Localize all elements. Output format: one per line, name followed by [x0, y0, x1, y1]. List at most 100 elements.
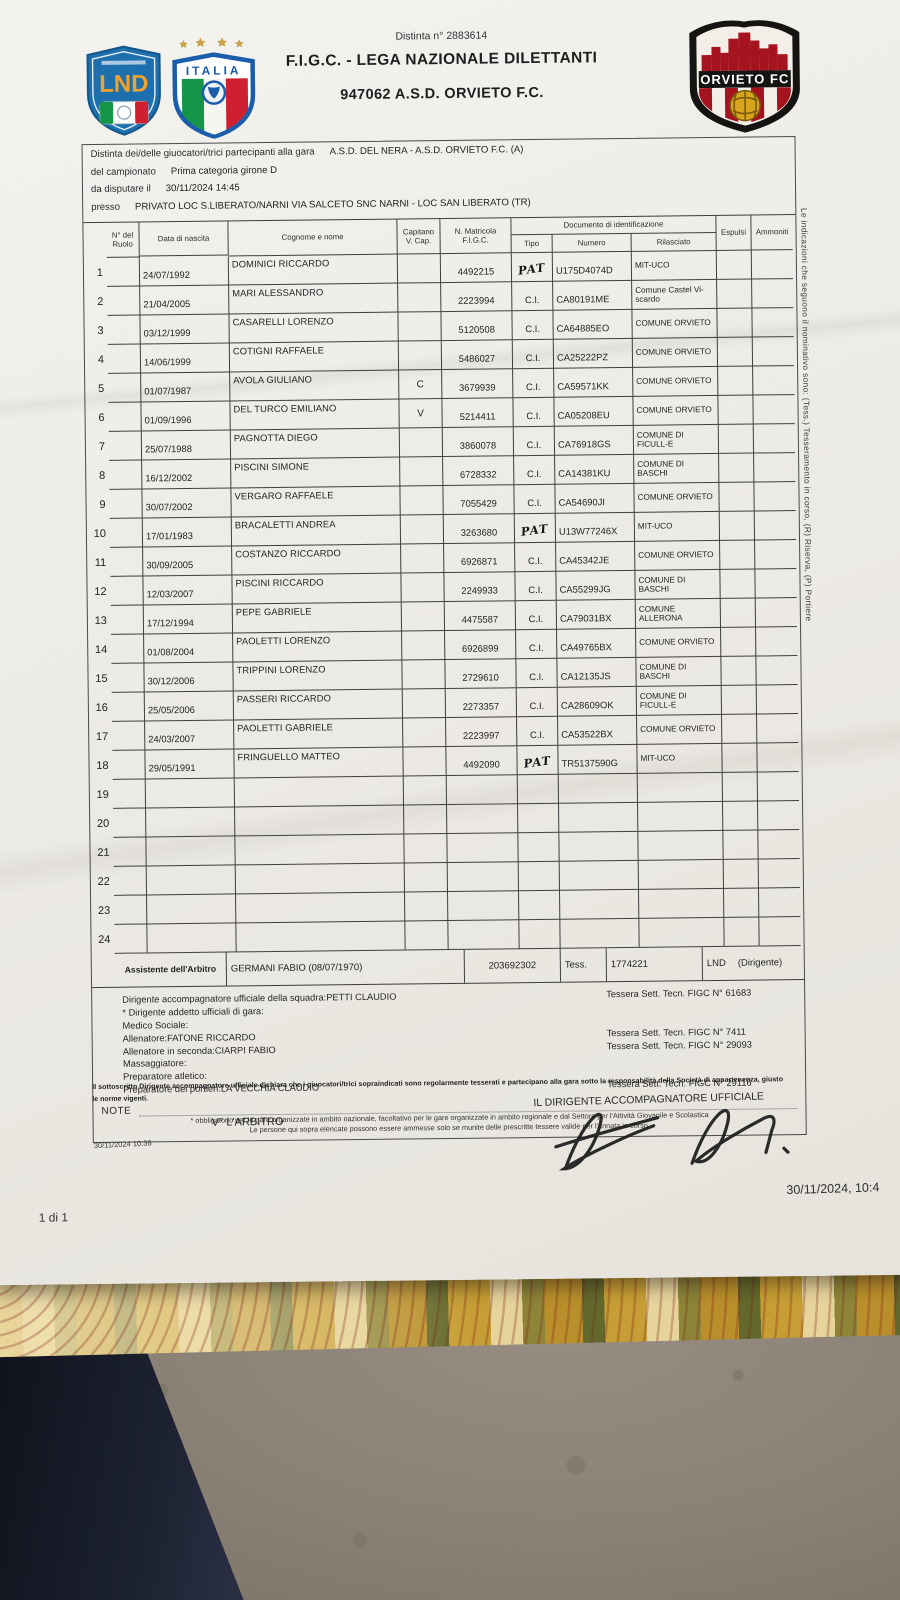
cell-tipo-documento: [519, 919, 561, 950]
cell-espulsi: [721, 656, 757, 686]
cell-ammoniti: [757, 743, 799, 773]
cell-rilasciato: [638, 859, 724, 890]
cell-numero-documento: U13W77246X: [555, 512, 636, 543]
cell-rilasciato: COMUNE ORVIETO: [633, 395, 719, 426]
cell-ammoniti: [755, 540, 797, 570]
assistant-label: Assistente dell'Arbitro: [114, 952, 228, 987]
cell-ammoniti: [752, 308, 794, 338]
print-timestamp: 30/11/2024, 10:4: [786, 1180, 880, 1198]
cell-capitano: V: [399, 399, 443, 429]
cell-rilasciato: COMUNE ORVIETO: [632, 308, 718, 339]
cell-capitano: [402, 660, 446, 690]
cell-capitano: [398, 312, 442, 342]
cell-tipo-documento: [517, 774, 560, 805]
cell-capitano: [404, 834, 448, 864]
cell-tipo-documento: PAT: [511, 252, 554, 283]
row-number: 10: [93, 527, 106, 540]
cell-data-nascita: 21/04/2005: [140, 285, 230, 316]
cell-rilasciato: Comune Castel Vi-scardo: [632, 279, 718, 310]
cell-capitano: [403, 718, 447, 748]
cell-matricola: 4492090: [446, 746, 518, 777]
info-label: del campionato: [90, 165, 156, 178]
cell-numero-documento: CA28609OK: [557, 686, 638, 717]
cell-capitano: [398, 283, 442, 313]
cell-ammoniti: [756, 685, 799, 715]
cell-cognome-nome: CASARELLI LORENZO: [229, 312, 399, 344]
staff-label: Preparatore atletico:: [123, 1070, 207, 1082]
assistant-matricola: 203692302: [464, 948, 562, 983]
players-table: N° del Ruolo Data di nascita Cognome e n…: [83, 214, 804, 955]
cell-numero-documento: CA59571KK: [554, 367, 634, 398]
cell-tipo-documento: C.I.: [514, 484, 556, 515]
note-label: NOTE: [101, 1106, 132, 1118]
row-number: 12: [94, 585, 107, 598]
cell-numero-documento: CA45342JE: [556, 541, 636, 572]
row-number: 16: [95, 701, 108, 714]
cell-cognome-nome: [235, 834, 405, 866]
cell-matricola: 3679939: [442, 369, 514, 400]
row-number: 15: [95, 672, 108, 685]
distinta-number: Distinta n° 2883614: [395, 29, 488, 43]
col-header-espulsi: Espulsi: [716, 215, 752, 251]
cell-tipo-documento: C.I.: [513, 368, 555, 399]
cell-cognome-nome: TRIPPINI LORENZO: [233, 660, 403, 692]
cell-tipo-documento: C.I.: [516, 687, 559, 718]
cell-data-nascita: 25/05/2006: [144, 691, 235, 722]
cell-cognome-nome: [235, 863, 406, 895]
cell-capitano: C: [399, 370, 443, 400]
col-header-data-nascita: Data di nascita: [139, 221, 229, 257]
cell-cognome-nome: AVOLA GIULIANO: [230, 370, 400, 402]
cell-data-nascita: 01/09/1996: [141, 401, 231, 432]
cell-matricola: 2223994: [441, 282, 513, 313]
col-header-capitano: Capitano V. Cap.: [397, 219, 441, 255]
staff-label: Medico Sociale:: [122, 1019, 189, 1031]
row-number: 7: [98, 440, 105, 453]
cell-rilasciato: [638, 888, 725, 919]
cell-data-nascita: [147, 894, 237, 925]
cell-cognome-nome: COSTANZO RICCARDO: [232, 544, 402, 576]
cell-ammoniti: [757, 801, 800, 831]
cell-matricola: 2273357: [445, 688, 518, 719]
row-number: 3: [97, 324, 104, 337]
cell-ruolo: [114, 924, 148, 954]
cell-tipo-documento: C.I.: [513, 426, 556, 457]
cell-ruolo: [110, 605, 145, 635]
cell-rilasciato: [638, 830, 724, 861]
cell-tipo-documento: [519, 890, 561, 921]
cell-cognome-nome: FRINGUELLO MATTEO: [234, 747, 404, 779]
cell-capitano: [397, 254, 442, 284]
row-number: 14: [94, 643, 108, 656]
cell-espulsi: [722, 743, 758, 773]
cell-data-nascita: 30/12/2006: [144, 662, 234, 693]
cell-espulsi: [721, 627, 757, 657]
cell-ruolo: [109, 460, 143, 490]
cell-ammoniti: [753, 395, 795, 425]
cell-rilasciato: COMUNE ORVIETO: [632, 337, 719, 368]
row-number: 8: [99, 469, 106, 482]
cell-data-nascita: 30/07/2002: [142, 488, 232, 519]
cell-ruolo: [110, 547, 144, 577]
cell-numero-documento: [559, 831, 639, 862]
cell-espulsi: [721, 685, 758, 715]
staff-value: PETTI CLAUDIO: [326, 992, 397, 1003]
cell-data-nascita: 01/08/2004: [144, 633, 234, 664]
row-number: 18: [96, 759, 109, 772]
cell-cognome-nome: BRACALETTI ANDREA: [231, 515, 402, 547]
info-label: da disputare il: [90, 183, 151, 196]
cell-matricola: 5214411: [442, 398, 514, 429]
cell-ruolo: [111, 634, 145, 664]
cell-espulsi: [723, 888, 760, 918]
cell-numero-documento: CA54690JI: [555, 483, 635, 514]
row-number: 21: [97, 846, 110, 859]
cell-ruolo: [108, 431, 143, 461]
cell-tipo-documento: C.I.: [512, 281, 554, 312]
col-header-rilasciato: Rilasciato: [631, 232, 717, 252]
cell-capitano: [404, 805, 448, 835]
staff-label: Massaggiatore:: [122, 1058, 187, 1070]
cell-ruolo: [110, 576, 144, 606]
cell-matricola: 3263680: [443, 514, 516, 545]
cell-numero-documento: CA14381KU: [555, 454, 635, 485]
cell-capitano: [403, 747, 447, 777]
cell-espulsi: [719, 482, 755, 512]
assistant-org-role: (Dirigente): [737, 957, 783, 969]
